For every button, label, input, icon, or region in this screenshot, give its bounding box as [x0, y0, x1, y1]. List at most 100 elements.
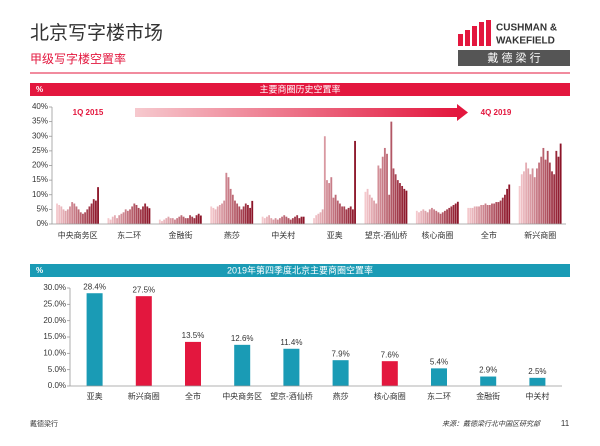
bar — [221, 203, 223, 224]
bar — [268, 215, 271, 224]
footer-left: 戴德梁行 — [30, 419, 58, 428]
bar — [272, 219, 275, 224]
bar — [212, 207, 215, 224]
bar — [94, 200, 97, 224]
bar — [234, 344, 251, 386]
bar — [278, 218, 281, 224]
bar — [354, 140, 356, 224]
bar — [392, 168, 395, 224]
logo-cn: 戴 德 梁 行 — [487, 50, 540, 64]
bar — [343, 206, 346, 224]
bar — [139, 209, 142, 224]
bar — [535, 168, 538, 224]
bar — [520, 174, 523, 224]
bar — [234, 200, 236, 224]
bar — [546, 150, 549, 224]
bar — [467, 207, 470, 224]
bar — [448, 207, 451, 224]
bar — [319, 212, 322, 224]
bar — [553, 174, 556, 224]
bar — [285, 216, 288, 224]
bar — [231, 194, 234, 224]
bar — [313, 218, 315, 224]
bar — [379, 168, 382, 224]
bar — [77, 209, 80, 224]
bar — [291, 218, 294, 224]
bar — [90, 203, 93, 224]
y-tick-label: 30% — [32, 131, 48, 140]
bar — [302, 216, 305, 224]
bar — [403, 188, 406, 224]
bar — [225, 172, 228, 224]
bar — [113, 215, 116, 224]
bar — [229, 188, 232, 224]
bar — [484, 203, 487, 224]
bar — [495, 202, 498, 224]
bar — [399, 183, 401, 224]
bar — [185, 341, 201, 386]
bar — [281, 216, 283, 224]
bar — [266, 216, 268, 224]
bar — [146, 206, 149, 224]
bar — [244, 203, 247, 224]
bar — [540, 156, 543, 224]
bar — [137, 207, 140, 224]
bar — [420, 210, 423, 224]
bar — [184, 218, 187, 224]
value-label: 2.9% — [479, 366, 497, 375]
bar — [491, 203, 493, 224]
y-tick-label: 25% — [32, 146, 48, 155]
bar — [426, 212, 429, 224]
logo-text: WAKEFIELD — [496, 36, 555, 47]
chart-banner — [30, 264, 570, 277]
bar — [525, 162, 528, 224]
x-tick-label: 亚奥 — [327, 230, 343, 240]
bar — [75, 206, 78, 224]
logo-text: CUSHMAN & — [496, 23, 557, 34]
y-tick-label: 5.0% — [48, 365, 66, 374]
bar — [544, 159, 547, 224]
bar — [58, 204, 61, 224]
bar — [370, 197, 373, 224]
bar — [126, 210, 129, 224]
bar — [401, 185, 404, 224]
bar — [298, 218, 301, 224]
bar — [135, 296, 152, 386]
bar — [431, 368, 447, 386]
bar — [332, 360, 349, 386]
annotation-arrow — [135, 108, 457, 117]
bar — [124, 209, 127, 224]
bar — [415, 210, 418, 224]
x-tick-label: 燕莎 — [224, 230, 240, 240]
bar — [424, 210, 427, 224]
bar — [527, 168, 530, 224]
bar — [388, 194, 391, 224]
bar — [251, 200, 254, 224]
x-tick-label: 中关村 — [271, 230, 295, 240]
bar — [122, 212, 125, 224]
bar — [73, 203, 76, 224]
bar — [480, 204, 483, 224]
bar — [497, 202, 500, 224]
bar — [236, 203, 239, 224]
x-tick-label: 金融街 — [169, 230, 193, 240]
bar — [131, 206, 134, 224]
bar — [214, 209, 217, 224]
bar — [405, 190, 408, 224]
x-tick-label: 中央商务区 — [222, 391, 262, 401]
bar — [317, 213, 320, 224]
bar — [210, 206, 213, 224]
x-tick-label: 核心商圈 — [374, 391, 406, 401]
bar — [289, 219, 292, 224]
bar — [559, 143, 562, 224]
bar — [518, 185, 521, 224]
value-label: 28.4% — [83, 282, 106, 291]
bar — [182, 216, 185, 224]
x-tick-label: 新兴商圈 — [128, 391, 160, 401]
value-label: 7.9% — [331, 349, 349, 358]
bar — [249, 207, 252, 224]
bar — [66, 209, 69, 224]
annotation: 1Q 2015 — [73, 108, 104, 117]
bar — [71, 202, 74, 224]
